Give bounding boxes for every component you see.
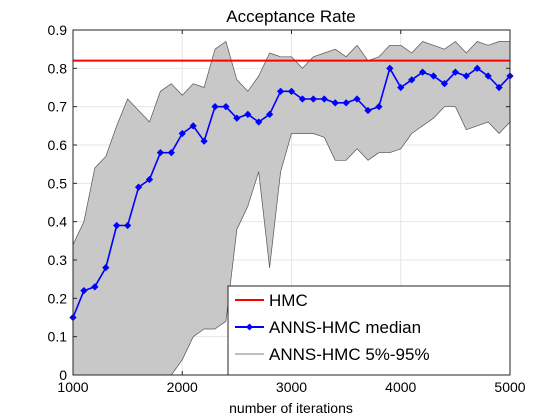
y-tick-label: 0.2 <box>48 290 68 306</box>
median-point <box>178 129 186 138</box>
median-point <box>145 175 154 184</box>
y-tick-label: 0.5 <box>48 175 68 191</box>
y-tick-label: 0 <box>59 367 67 383</box>
x-tick-label: 2000 <box>167 379 198 395</box>
median-point <box>266 110 274 118</box>
x-tick-label: 1000 <box>57 379 88 395</box>
x-axis-label: number of iterations <box>229 400 353 416</box>
median-point <box>364 106 372 115</box>
median-point <box>189 122 197 130</box>
median-point <box>353 95 361 103</box>
median-point <box>91 283 99 291</box>
median-point <box>484 72 492 80</box>
chart-title: Acceptance Rate <box>226 7 355 26</box>
legend-label-median: ANNS-HMC median <box>269 318 421 337</box>
median-point <box>255 118 263 126</box>
y-tick-label: 0.6 <box>48 137 68 153</box>
median-point <box>287 87 296 95</box>
median-point <box>233 114 241 122</box>
legend-label-hmc: HMC <box>269 291 308 310</box>
median-point <box>298 95 307 103</box>
median-line-layer <box>69 64 514 322</box>
y-tick-label: 0.4 <box>48 214 68 230</box>
median-point <box>386 64 394 72</box>
median-point <box>495 83 503 92</box>
legend: HMC ANNS-HMC median ANNS-HMC 5%-95% <box>227 285 511 376</box>
median-point <box>134 183 143 191</box>
median-point <box>244 110 252 118</box>
median-point <box>102 264 110 272</box>
median-point <box>440 80 449 88</box>
median-point <box>211 103 219 111</box>
x-tick-label: 4000 <box>385 379 416 395</box>
median-point <box>418 68 427 76</box>
median-point <box>408 76 416 84</box>
median-point <box>113 221 121 230</box>
median-point <box>156 149 165 157</box>
y-tick-label: 0.1 <box>48 329 68 345</box>
median-point <box>167 149 175 157</box>
median-point <box>80 287 88 295</box>
median-point <box>473 64 481 72</box>
legend-label-band: ANNS-HMC 5%-95% <box>269 345 430 364</box>
median-point <box>331 99 339 107</box>
median-point <box>451 68 459 76</box>
median-point <box>429 72 438 80</box>
legend-marker-median <box>246 323 253 331</box>
median-point <box>124 221 132 230</box>
median-point <box>462 72 470 80</box>
y-tick-label: 0.9 <box>48 22 68 38</box>
median-point <box>397 83 405 92</box>
y-tick-label: 0.8 <box>48 60 68 76</box>
median-point <box>276 87 285 95</box>
median-point <box>309 95 317 103</box>
legend-box <box>227 285 511 376</box>
median-point <box>342 99 350 107</box>
median-point <box>222 103 230 111</box>
x-tick-label: 5000 <box>494 379 525 395</box>
x-tick-label: 3000 <box>276 379 307 395</box>
median-point <box>200 137 208 145</box>
median-point <box>375 103 383 111</box>
y-tick-label: 0.3 <box>48 252 68 268</box>
y-tick-label: 0.7 <box>48 99 68 115</box>
axis-ticks: 1000 2000 3000 4000 5000 0 0.1 0.2 0.3 0.4 0.5 0.6 0… <box>48 22 526 395</box>
median-point <box>320 95 328 103</box>
